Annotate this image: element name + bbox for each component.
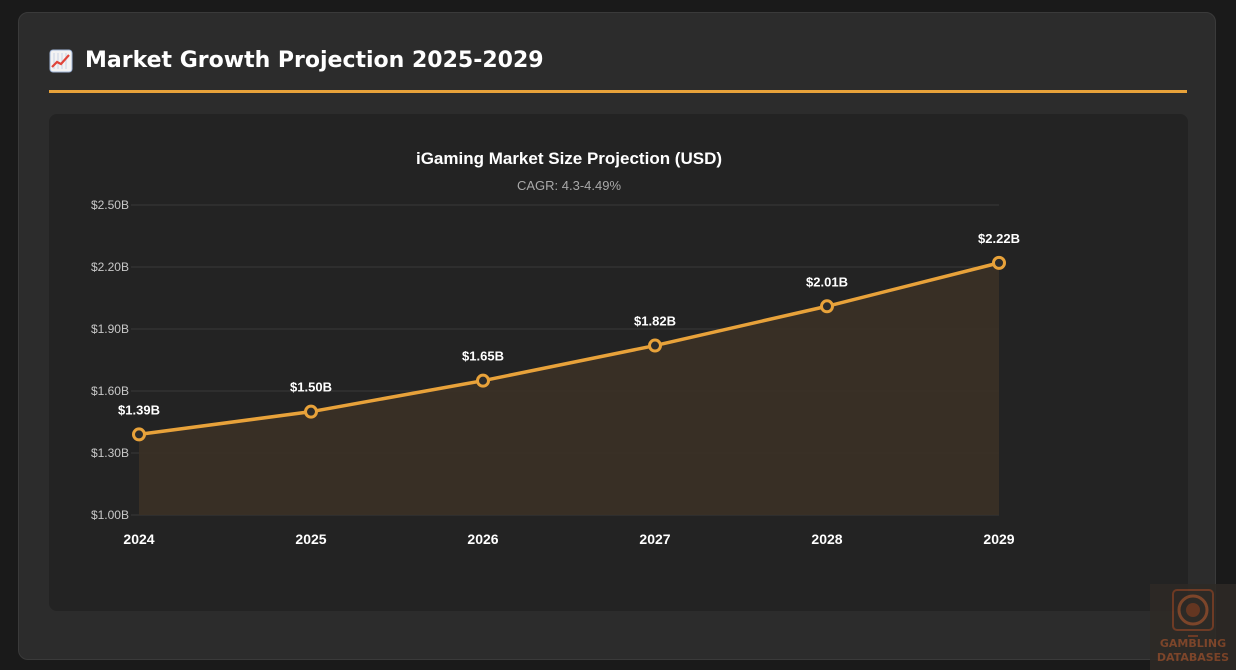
y-tick-label: $1.00B: [91, 508, 129, 522]
axis-layer: $1.00B $1.30B $1.60B $1.90B $2.20B $2.50B 2024…: [91, 198, 1015, 547]
card-title: Market Growth Projection 2025-2029: [85, 48, 544, 73]
x-tick-label: 2029: [983, 531, 1014, 547]
watermark-line2: DATABASES: [1156, 651, 1230, 664]
data-label: $1.39B: [118, 402, 160, 417]
x-tick-label: 2024: [123, 531, 154, 547]
x-tick-label: 2025: [295, 531, 326, 547]
y-tick-label: $2.50B: [91, 198, 129, 212]
data-label: $1.82B: [634, 314, 676, 329]
x-tick-label: 2026: [467, 531, 498, 547]
chart-card: Market Growth Projection 2025-2029 iGami…: [18, 12, 1216, 660]
chart-increasing-icon: [49, 49, 73, 73]
data-label: $1.50B: [290, 380, 332, 395]
label-layer: $1.39B $1.50B $1.65B $1.82B $2.01B $2.22B: [118, 231, 1020, 418]
data-point: [304, 404, 318, 419]
point-layer: [132, 255, 1006, 442]
watermark-logo: GAMBLING DATABASES: [1150, 584, 1236, 670]
y-tick-label: $1.90B: [91, 322, 129, 336]
chip-logo-icon: [1172, 589, 1214, 637]
x-tick-label: 2027: [639, 531, 670, 547]
data-point: [648, 338, 662, 353]
data-point: [820, 299, 834, 314]
chart-panel: iGaming Market Size Projection (USD) CAG…: [49, 114, 1188, 611]
x-tick-label: 2028: [811, 531, 842, 547]
series-line: [137, 261, 1001, 437]
area-fill: [139, 262, 999, 515]
y-tick-label: $1.30B: [91, 446, 129, 460]
area-chart: iGaming Market Size Projection (USD) CAG…: [91, 149, 1020, 547]
y-tick-label: $2.20B: [91, 260, 129, 274]
watermark-line1: GAMBLING: [1159, 637, 1227, 650]
data-point: [476, 373, 490, 388]
chart-title: iGaming Market Size Projection (USD): [416, 149, 722, 168]
chart-subtitle: CAGR: 4.3-4.49%: [517, 178, 621, 193]
data-point: [132, 427, 146, 442]
data-point: [992, 255, 1006, 270]
y-tick-label: $1.60B: [91, 384, 129, 398]
area-layer: [137, 261, 1001, 515]
data-label: $2.01B: [806, 274, 848, 289]
data-label: $1.65B: [462, 349, 504, 364]
data-label: $2.22B: [978, 231, 1020, 246]
card-header: Market Growth Projection 2025-2029: [49, 45, 1187, 93]
